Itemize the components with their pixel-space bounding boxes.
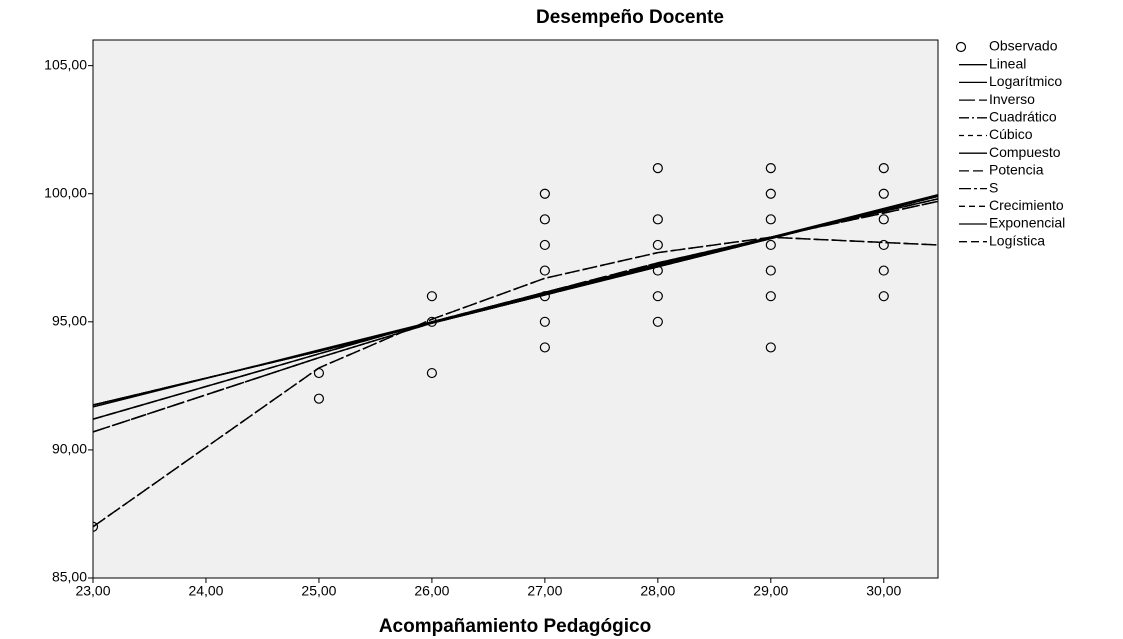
point — [93, 521, 99, 532]
point — [539, 188, 550, 199]
point — [878, 291, 889, 302]
point — [652, 316, 663, 327]
legend-label: Exponencial — [989, 215, 1065, 231]
point — [539, 316, 550, 327]
point — [765, 214, 776, 225]
x-tick-label: 25,00 — [301, 583, 336, 599]
point — [878, 162, 889, 174]
point — [878, 265, 889, 276]
y-tick-label: 100,00 — [44, 184, 87, 200]
y-tick-label: 95,00 — [52, 313, 87, 329]
x-tick-label: 28,00 — [640, 583, 675, 599]
legend-label: Cúbico — [989, 126, 1033, 142]
point — [652, 214, 663, 225]
legend-label: Potencia — [989, 162, 1044, 178]
legend-label: Compuesto — [989, 144, 1061, 160]
point — [652, 291, 663, 302]
point — [765, 239, 776, 251]
legend-marker — [955, 41, 967, 53]
fit-line — [93, 195, 938, 406]
legend-label: Lineal — [989, 55, 1026, 71]
point — [765, 162, 776, 174]
legend-label: Crecimiento — [989, 197, 1064, 213]
fit-line — [93, 200, 938, 433]
x-tick-label: 27,00 — [527, 583, 562, 599]
fit-line — [93, 236, 938, 528]
legend-label: Logística — [989, 232, 1045, 248]
plot-area — [92, 39, 939, 579]
x-tick-label: 30,00 — [866, 583, 901, 599]
point — [539, 239, 550, 251]
legend-label: Observado — [989, 38, 1058, 54]
point — [765, 342, 776, 353]
y-tick-label: 105,00 — [44, 56, 87, 72]
legend-label: Logarítmico — [989, 73, 1062, 89]
point — [878, 239, 889, 251]
point — [765, 265, 776, 276]
x-axis-label: Acompañamiento Pedagógico — [379, 616, 651, 637]
point — [426, 367, 438, 379]
legend-label: Inverso — [989, 91, 1035, 107]
y-tick-label: 85,00 — [52, 569, 87, 585]
point — [539, 214, 550, 225]
y-tick-label: 90,00 — [52, 441, 87, 457]
x-tick-label: 29,00 — [753, 583, 788, 599]
point — [765, 291, 776, 302]
legend-label: S — [989, 179, 998, 195]
legend-label: Cuadrático — [989, 109, 1057, 125]
point — [539, 265, 550, 276]
x-tick-label: 26,00 — [414, 583, 449, 599]
point — [652, 162, 663, 174]
chart-title: Desempeño Docente — [536, 7, 724, 28]
point — [878, 188, 889, 199]
point — [652, 239, 663, 251]
point — [313, 393, 325, 404]
point — [539, 342, 550, 353]
point — [878, 214, 889, 225]
x-tick-label: 24,00 — [188, 583, 223, 599]
x-tick-label: 23,00 — [75, 583, 110, 599]
point — [765, 188, 776, 199]
point — [426, 291, 438, 302]
